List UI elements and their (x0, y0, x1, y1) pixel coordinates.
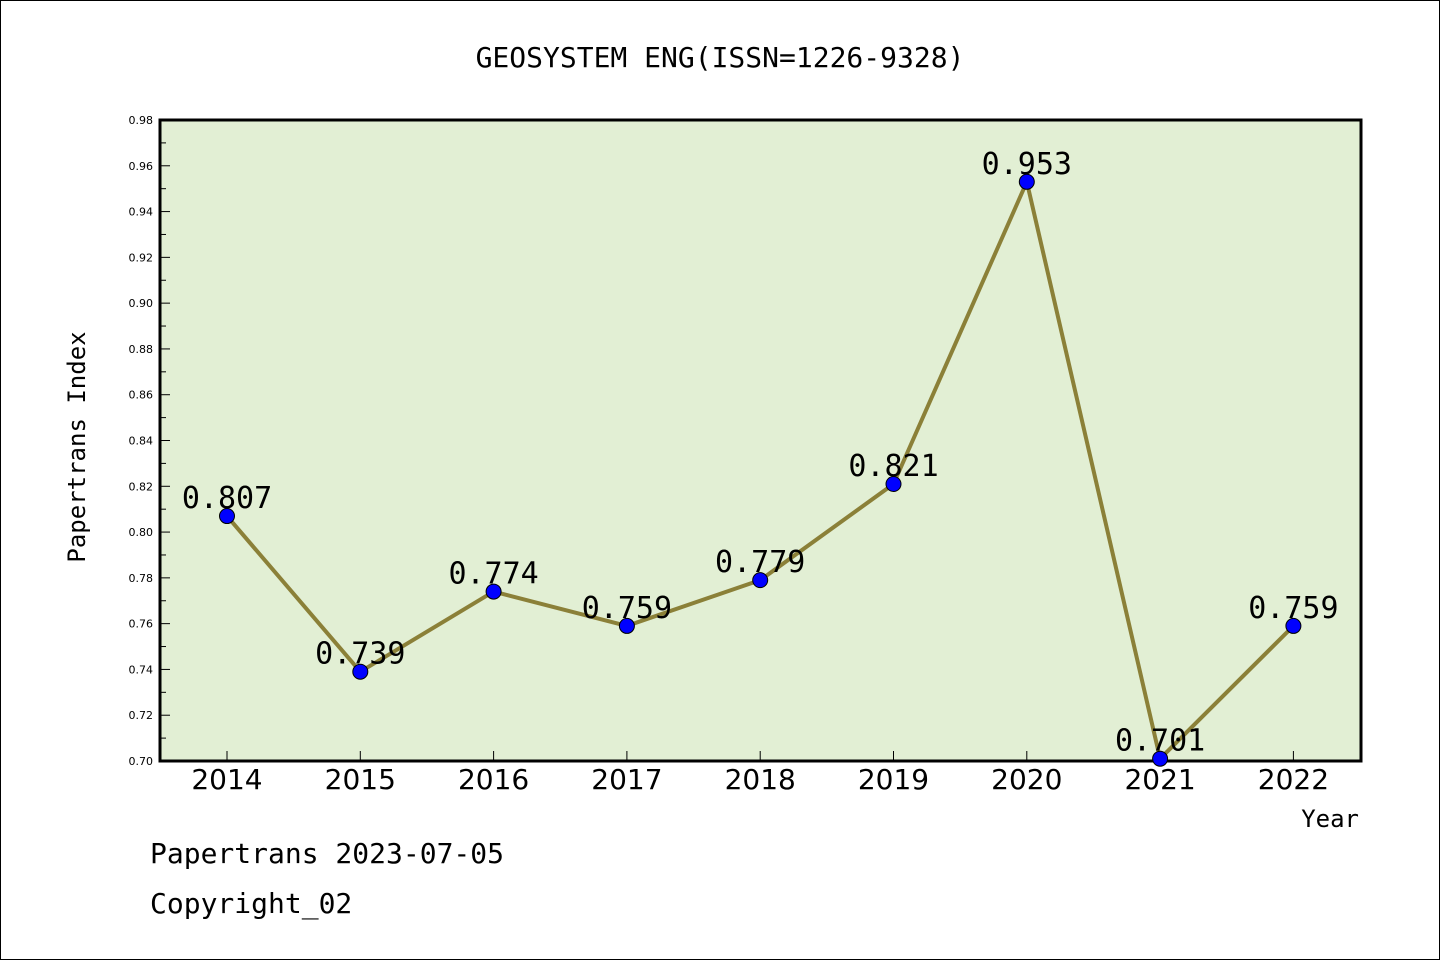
x-tick-label: 2017 (591, 763, 662, 796)
x-tick-label: 2021 (1124, 763, 1195, 796)
x-tick-label: 2018 (725, 763, 796, 796)
x-tick-label: 2014 (191, 763, 262, 796)
y-axis-label: Papertrans Index (63, 331, 91, 562)
y-tick-label: 0.84 (129, 435, 154, 448)
y-tick-label: 0.88 (129, 343, 154, 356)
y-tick-label: 0.74 (129, 663, 154, 676)
data-point (752, 572, 769, 589)
data-point (618, 617, 635, 634)
data-point (1152, 750, 1169, 767)
y-axis: 0.70 0.72 0.74 0.76 0.78 0.80 0.82 0.84 0.86 0.88… (129, 114, 170, 768)
data-point (485, 583, 502, 600)
x-axis-label: Year (1301, 805, 1359, 833)
series-group: 0.807 0.739 0.774 0.759 0.779 0.821 0.953 0.701… (182, 147, 1339, 767)
data-label: 0.759 (1248, 591, 1338, 626)
data-label: 0.774 (448, 557, 538, 592)
chart-title: GEOSYSTEM ENG(ISSN=1226-9328) (476, 41, 965, 74)
x-tick-label: 2022 (1258, 763, 1329, 796)
data-label: 0.807 (182, 481, 272, 516)
y-tick-label: 0.86 (129, 389, 154, 402)
y-tick-label: 0.90 (129, 297, 154, 310)
x-tick-label: 2020 (991, 763, 1062, 796)
data-point (885, 475, 902, 492)
y-tick-label: 0.98 (129, 114, 154, 127)
data-point (1018, 173, 1035, 190)
y-tick-label: 0.72 (129, 709, 154, 722)
data-point (1285, 617, 1302, 634)
footer-copyright: Copyright_02 (150, 887, 352, 921)
y-tick-label: 0.76 (129, 618, 154, 631)
y-tick-label: 0.92 (129, 251, 154, 264)
y-tick-label: 0.80 (129, 526, 154, 539)
x-axis: 2014 2015 2016 2017 2018 2019 2020 2021 2022 (191, 751, 1329, 796)
data-label: 0.759 (582, 591, 672, 626)
y-tick-label: 0.78 (129, 572, 154, 585)
y-tick-label: 0.96 (129, 160, 154, 173)
y-tick-label: 0.82 (129, 480, 154, 493)
y-tick-label: 0.70 (129, 755, 154, 768)
plot-area (158, 118, 1363, 763)
data-label: 0.953 (982, 147, 1072, 182)
data-label: 0.739 (315, 637, 405, 672)
x-tick-label: 2019 (858, 763, 929, 796)
x-tick-label: 2015 (325, 763, 396, 796)
footer-date: Papertrans 2023-07-05 (150, 837, 504, 870)
data-label: 0.779 (715, 545, 805, 580)
x-tick-label: 2016 (458, 763, 529, 796)
y-tick-label: 0.94 (129, 206, 154, 219)
data-label: 0.821 (848, 449, 938, 484)
data-label: 0.701 (1115, 724, 1205, 759)
data-point (219, 508, 235, 525)
data-point (352, 663, 369, 680)
